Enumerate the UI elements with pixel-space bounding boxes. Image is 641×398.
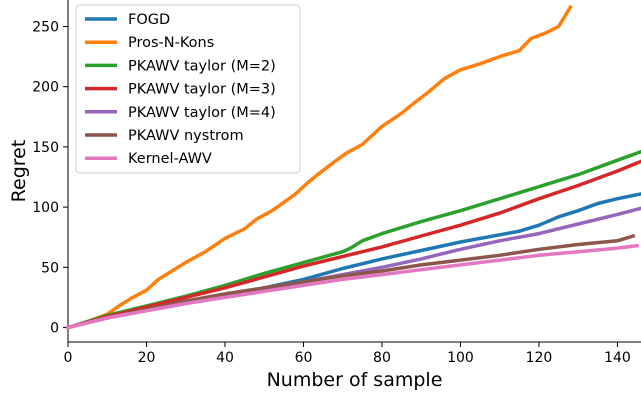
x-axis-ticks: 0 20 40 60 80 100 120 140 [64, 342, 631, 366]
series-line-2 [65, 149, 641, 330]
legend-entry: PKAWV nystrom [128, 128, 244, 144]
series-line-5 [65, 233, 636, 330]
y-axis-title: Regret [8, 140, 30, 203]
x-tick-label: 120 [526, 350, 553, 366]
y-tick-label: 250 [32, 19, 59, 35]
series-line-3 [65, 159, 641, 330]
legend-entry: FOGD [128, 12, 170, 28]
y-tick-label: 150 [32, 140, 59, 156]
legend-entry: PKAWV taylor (M=3) [128, 82, 276, 98]
x-tick-label: 80 [373, 350, 391, 366]
legend: FOGD Pros-N-Kons PKAWV taylor (M=2) PKAWV t… [75, 4, 301, 174]
x-tick-label: 60 [295, 350, 313, 366]
legend-entry: PKAWV taylor (M=2) [128, 58, 276, 74]
series-line-6 [65, 243, 640, 330]
legend-entry: PKAWV taylor (M=4) [128, 105, 276, 121]
legend-box [75, 4, 301, 174]
x-tick-label: 140 [604, 350, 631, 366]
x-tick-label: 40 [216, 350, 234, 366]
legend-entry: Pros-N-Kons [128, 35, 214, 51]
x-tick-label: 0 [64, 350, 73, 366]
legend-entry: Kernel-AWV [128, 151, 212, 167]
y-tick-label: 0 [50, 321, 59, 337]
axes-frame [67, 0, 641, 343]
y-tick-label: 200 [32, 80, 59, 96]
x-tick-label: 100 [447, 350, 474, 366]
x-tick-label: 20 [138, 350, 156, 366]
series-lines [65, 4, 641, 330]
y-tick-label: 100 [32, 200, 59, 216]
y-tick-label: 50 [41, 260, 59, 276]
y-axis-ticks: 0 50 100 150 200 250 [32, 19, 68, 337]
series-line-1 [65, 4, 573, 330]
x-axis-title: Number of sample [267, 369, 443, 391]
